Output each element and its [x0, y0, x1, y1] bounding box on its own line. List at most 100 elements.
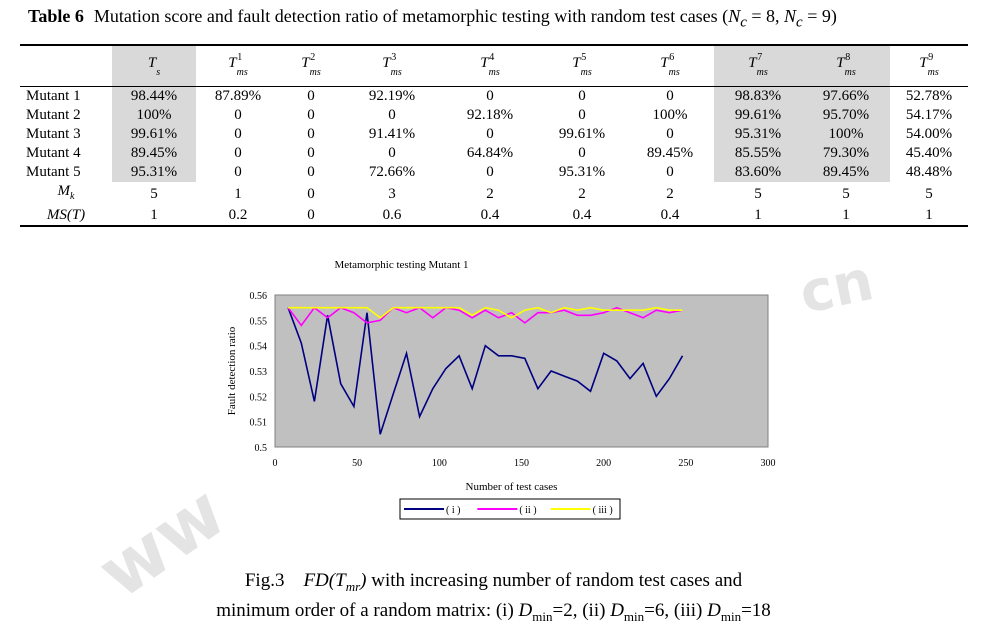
table-caption-text: Mutation score and fault detection ratio… [93, 6, 729, 26]
series-line [287, 306, 683, 327]
table-cell: 92.18% [466, 107, 514, 123]
series-line [287, 307, 684, 435]
ms-label: MS(T) [46, 207, 86, 223]
table-cell: 95.31% [558, 164, 606, 180]
table-cell: 85.55% [714, 144, 802, 163]
fig-prefix: Fig.3 [244, 570, 304, 591]
table-row: Mutant 4 89.45% 0 0 0 64.84% 0 89.45% 85.55% 79.3… [20, 144, 968, 163]
ms-row: MS(T) 1 0.2 0 0.6 0.4 0.4 0.4 1 1 1 [20, 206, 968, 226]
mk-cell: 5 [842, 185, 850, 202]
table-cell: 0 [388, 145, 396, 161]
table-cell: 99.61% [558, 126, 606, 142]
column-header-symbol: T 5 ms [572, 52, 592, 78]
y-tick-label: 0.51 [250, 418, 268, 429]
d2-sub: min [623, 608, 645, 624]
ms-cell: 0 [307, 207, 315, 223]
table-cell: 0 [486, 88, 494, 104]
caption-eq1: = 8, [746, 6, 785, 26]
column-header-symbol: T 4 ms [480, 52, 500, 78]
table-cell: 48.48% [905, 164, 953, 180]
row-label: Mutant 1 [26, 88, 81, 104]
table-cell: 79.30% [802, 144, 890, 163]
d1: D [518, 600, 533, 621]
table-cell: 0 [307, 145, 315, 161]
table-label: Table 6 [28, 6, 84, 26]
column-header: T 2 ms [280, 45, 342, 87]
table-cell: 0 [234, 126, 242, 142]
d2: D [610, 600, 624, 621]
row-label: Mutant 3 [26, 126, 81, 142]
x-tick-label: 300 [761, 458, 776, 469]
y-tick-label: 0.56 [250, 291, 268, 302]
header-row: Ts T 1 ms T 2 ms T 3 ms T 4 ms T 5 ms T 6 ms T 7 ms T 8 ms T 9 ms [20, 45, 968, 87]
plot-area [274, 294, 769, 448]
table-cell: 87.89% [214, 88, 262, 104]
row-label: Mutant 5 [26, 164, 81, 180]
table-cell: 89.45% [802, 163, 890, 182]
ms-cell: 0.4 [480, 207, 500, 223]
table-cell: 0 [486, 164, 494, 180]
caption-sub: c [740, 14, 747, 31]
fig-math-close: ) [360, 570, 367, 591]
v1: =2, (ii) [552, 600, 611, 621]
table-cell: 0 [307, 126, 315, 142]
v3: =18 [741, 600, 771, 621]
mk-cell: 0 [307, 185, 315, 202]
column-header: T 1 ms [196, 45, 280, 87]
table-row: Mutant 5 95.31% 0 0 72.66% 0 95.31% 0 83.60% 89.4… [20, 163, 968, 182]
table-cell: 54.17% [905, 107, 953, 123]
y-tick-label: 0.53 [250, 367, 268, 378]
column-header: Ts [112, 45, 196, 87]
column-header: T 8 ms [802, 45, 890, 87]
x-tick-label: 200 [596, 458, 611, 469]
table-cell: 0 [666, 126, 674, 142]
table-cell: 99.61% [714, 106, 802, 125]
table-cell: 91.41% [368, 126, 416, 142]
mk-cell: 2 [486, 185, 494, 202]
ms-cell: 0.6 [382, 207, 402, 223]
table-cell: 0 [486, 126, 494, 142]
y-axis-label: Fault detection ratio [226, 326, 238, 415]
x-axis-label: Number of test cases [466, 481, 558, 493]
y-tick-label: 0.5 [255, 443, 268, 454]
column-header-symbol: T 1 ms [228, 52, 248, 78]
header-corner [20, 45, 112, 87]
table-cell: 100% [652, 107, 688, 123]
table-cell: 52.78% [905, 88, 953, 104]
column-header-symbol: T 2 ms [301, 52, 321, 78]
legend-label: ( iii ) [593, 505, 613, 516]
table-cell: 89.45% [112, 144, 196, 163]
x-tick-label: 50 [352, 458, 362, 469]
line-chart: Metamorphic testing Mutant 1 0.5 0.51 0.52 0… [226, 259, 776, 520]
mk-cell: 3 [388, 185, 396, 202]
series-line [288, 306, 683, 319]
chart-title: Metamorphic testing Mutant 1 [334, 259, 468, 271]
figure-caption-line2: minimum order of a random matrix: (i) Dm… [0, 600, 987, 625]
column-header-symbol: T 6 ms [660, 52, 680, 78]
column-header: T 6 ms [626, 45, 714, 87]
y-tick-label: 0.52 [250, 392, 268, 403]
table-cell: 95.31% [112, 163, 196, 182]
column-header: T 5 ms [538, 45, 626, 87]
ms-cell: 0.4 [660, 207, 680, 223]
fig2-prefix: minimum order of a random matrix: (i) [216, 600, 519, 621]
table-cell: 64.84% [466, 145, 514, 161]
column-header-symbol: T 8 ms [836, 52, 856, 78]
column-header: T 7 ms [714, 45, 802, 87]
mk-cell: 5 [925, 185, 933, 202]
table-cell: 0 [307, 164, 315, 180]
x-tick-label: 100 [432, 458, 447, 469]
table-cell: 100% [112, 106, 196, 125]
v2: =6, (iii) [644, 600, 708, 621]
d1-sub: min [532, 608, 553, 624]
table-cell: 0 [578, 107, 586, 123]
ms-cell: 1 [842, 207, 850, 223]
fig-math: FD(T [303, 570, 346, 591]
figure-caption-line1: Fig.3 FD(Tmr) with increasing number of … [0, 570, 987, 595]
column-header-symbol: Ts [147, 55, 161, 78]
table-cell: 89.45% [646, 145, 694, 161]
mk-cell: 2 [666, 185, 674, 202]
table-cell: 92.19% [368, 88, 416, 104]
y-tick-label: 0.55 [250, 316, 268, 327]
table-cell: 98.83% [714, 86, 802, 106]
